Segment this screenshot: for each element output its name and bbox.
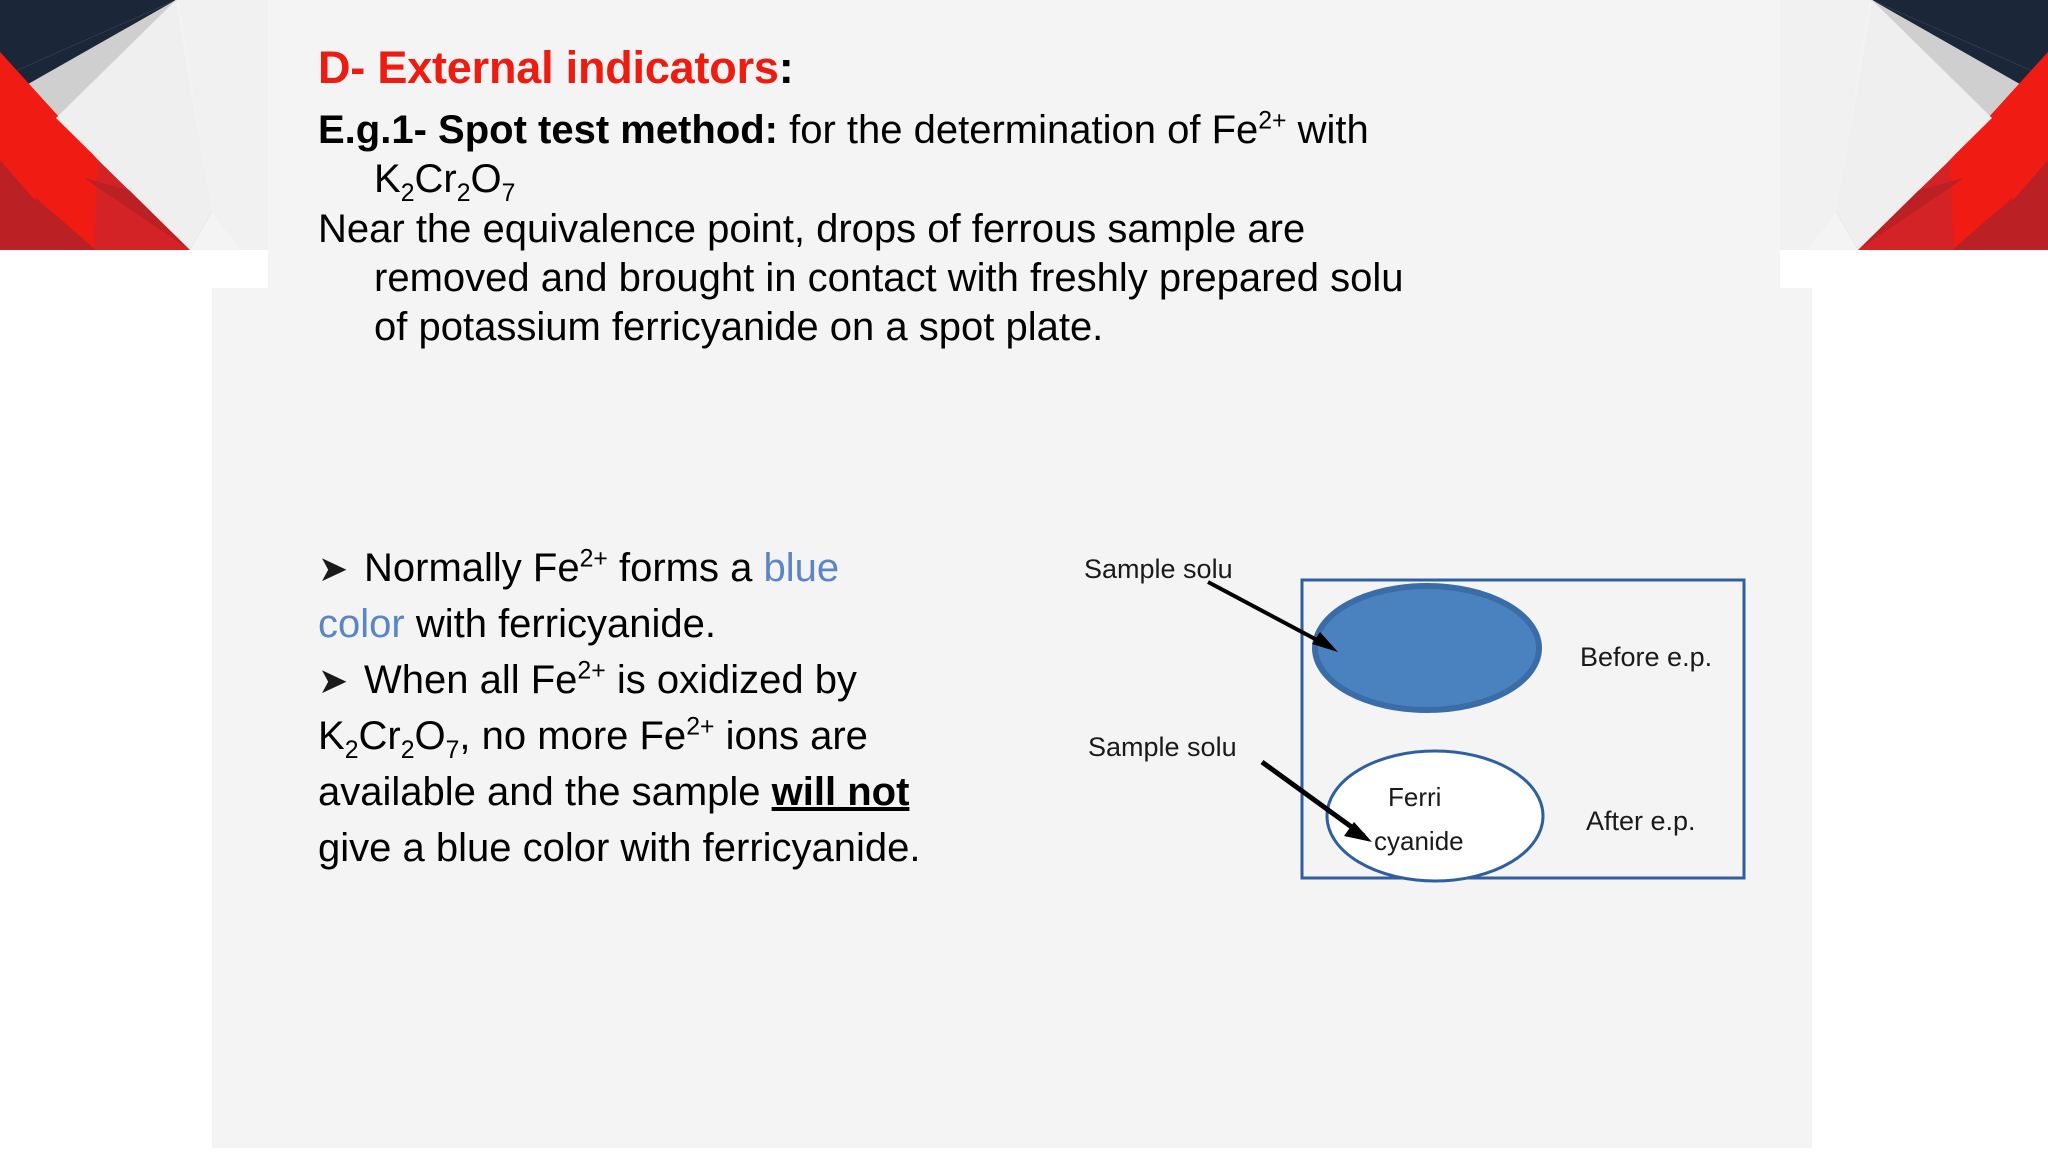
page-title-colon: : — [778, 42, 794, 93]
example-line: E.g.1- Spot test method: for the determi… — [318, 107, 1738, 154]
bullet-item-1-line-2: color with ferricyanide. — [318, 596, 1108, 652]
formula-sub-3: 7 — [501, 180, 516, 208]
bullet-1-text-b: forms a — [607, 546, 764, 590]
bullet-2-formula-sub-1: 2 — [344, 737, 359, 764]
bullet-2-formula-cr: Cr — [358, 714, 401, 758]
paragraph-line-1: Near the equivalence point, drops of fer… — [318, 206, 1306, 251]
bullet-2-formula-sub-3: 7 — [445, 737, 460, 764]
bullet-2-formula-sub-2: 2 — [400, 737, 415, 764]
bullet-1-blue-word-2: color — [318, 602, 405, 646]
bullet-item-2-line-4: give a blue color with ferricyanide. — [318, 826, 921, 870]
formula-k: K — [374, 157, 401, 202]
bullet-item-2-line-1: ➤ When all Fe2+ is oxidized by — [318, 652, 1108, 708]
bullet-2-formula-o: O — [414, 714, 446, 758]
arrow-sample-top — [1207, 580, 1338, 652]
formula-sub-1: 2 — [400, 180, 415, 208]
bullet-1-blue-word-1: blue — [763, 546, 840, 590]
corner-decoration-top-left — [0, 0, 268, 288]
bullet-item-2-line-3: available and the sample will not — [318, 764, 1108, 820]
bullet-item-2-line-2: K2Cr2O7, no more Fe2+ ions are — [318, 708, 1108, 764]
bullet-item-1-line-1: ➤ Normally Fe2+ forms a blue — [318, 540, 1108, 596]
label-after-ep: After e.p. — [1586, 806, 1696, 836]
label-sample-solu-top: Sample solu — [1084, 554, 1233, 584]
label-ferri-line-1: Ferri — [1388, 782, 1441, 812]
label-sample-solu-bottom: Sample solu — [1088, 732, 1237, 762]
blue-spot-ellipse — [1312, 583, 1542, 713]
example-text: for the determination of Fe — [778, 108, 1259, 153]
page-title: D- External indicators: — [318, 44, 1738, 91]
arrow-bullet-icon: ➤ — [318, 548, 349, 589]
bullet-1-text-c: with ferricyanide. — [404, 602, 716, 646]
label-before-ep: Before e.p. — [1580, 642, 1712, 672]
bullet-1-text-a: Normally Fe — [364, 546, 580, 590]
bullet-2-text-b: is oxidized by — [605, 658, 857, 702]
bullet-2-text-d: ions are — [714, 714, 868, 758]
dichromate-formula: K2Cr2O7 — [318, 156, 1738, 206]
label-ferri-line-2: cyanide — [1374, 826, 1464, 856]
slide-content-panel — [212, 0, 1812, 1148]
bullet-2-charge-2: 2+ — [686, 713, 715, 741]
bullet-2-text-c: , no more Fe — [459, 714, 687, 758]
spot-plate-frame — [1300, 578, 1746, 880]
formula-sub-2: 2 — [456, 180, 471, 208]
arrow-bullet-icon-2: ➤ — [318, 660, 349, 701]
bullet-2-emphasis: will not — [771, 770, 910, 814]
slide-body-text: D- External indicators: E.g.1- Spot test… — [318, 44, 1738, 353]
example-text-tail: with — [1286, 108, 1369, 153]
formula-o: O — [470, 157, 502, 202]
bullet-list: ➤ Normally Fe2+ forms a blue color with f… — [318, 540, 1108, 876]
paragraph-line-2: removed and brought in contact with fres… — [374, 255, 1404, 300]
page-title-main: D- External indicators — [318, 42, 779, 93]
example-label: E.g.1- Spot test method: — [318, 108, 778, 153]
fe-charge-superscript: 2+ — [1258, 107, 1287, 135]
bullet-2-text-e: available and the sample — [318, 770, 772, 814]
colorless-spot-ellipse — [1325, 749, 1545, 883]
bullet-2-formula-k: K — [318, 714, 345, 758]
bullet-2-text-a: When all Fe — [364, 658, 578, 702]
spot-test-diagram: Sample solu Sample solu Before e.p. Afte… — [1080, 548, 1780, 948]
formula-cr: Cr — [414, 157, 457, 202]
arrow-sample-bottom — [1260, 759, 1372, 842]
corner-decoration-top-right — [1780, 0, 2048, 288]
bullet-1-charge: 2+ — [579, 545, 608, 573]
bullet-2-charge-1: 2+ — [577, 657, 606, 685]
paragraph-line-3: of potassium ferricyanide on a spot plat… — [374, 305, 1104, 349]
